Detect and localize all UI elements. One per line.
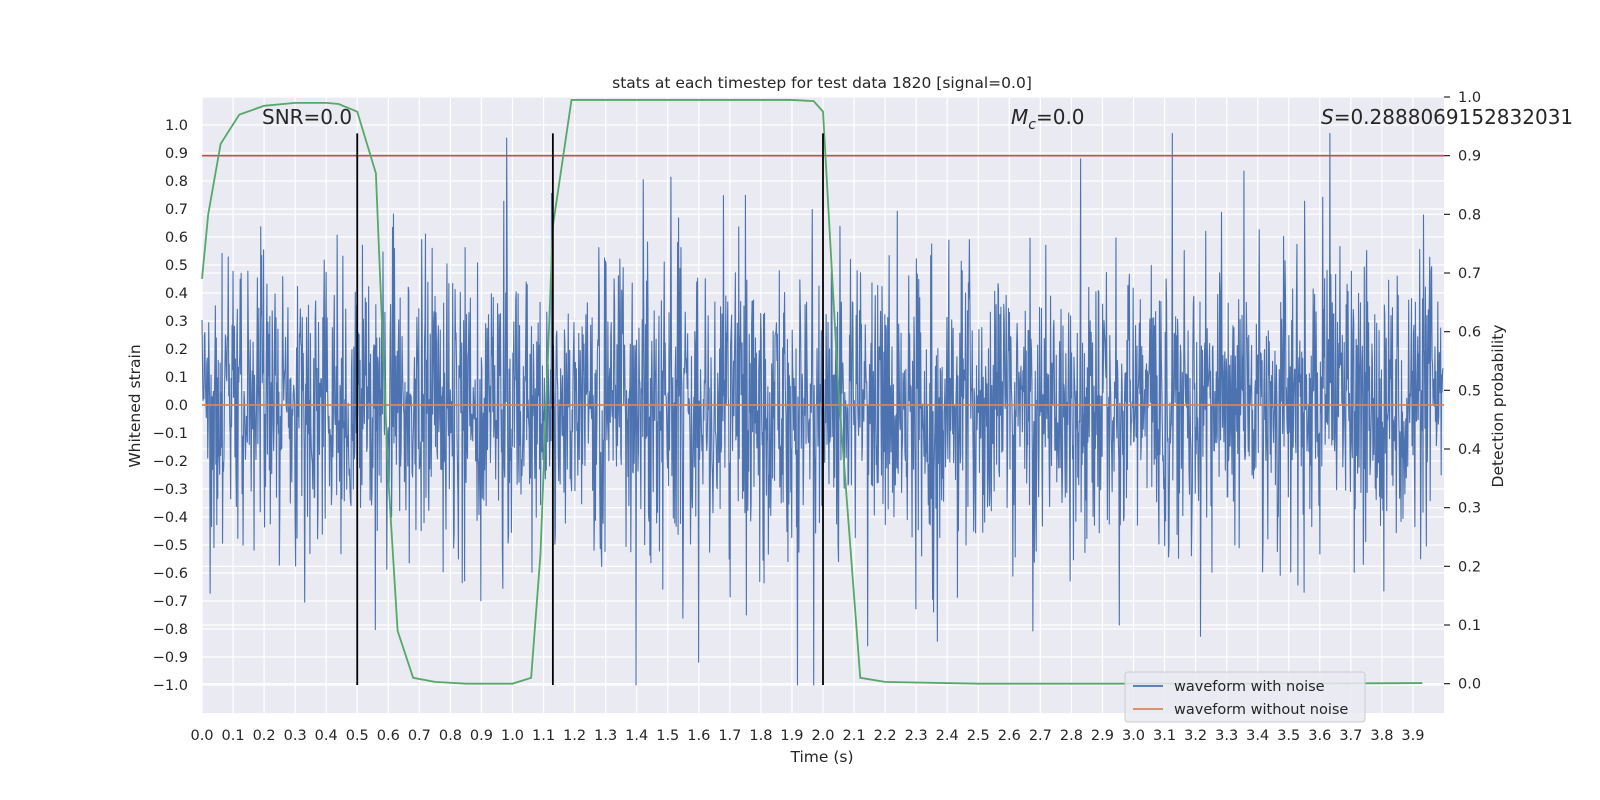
x-tick-label: 2.0: [811, 728, 834, 744]
x-tick-label: 3.9: [1401, 728, 1424, 744]
y2-axis-ticks: 1.0 0.9 0.8 0.7 0.6 0.5 0.4 0.3 0.2 0.1 0.0: [1444, 90, 1481, 693]
x-tick-label: 1.9: [780, 728, 803, 744]
x-tick-label: 0.6: [377, 728, 400, 744]
x-tick-label: 3.7: [1339, 728, 1362, 744]
y-tick-label: 0.8: [165, 174, 188, 190]
x-axis-ticks: 0.0 0.1 0.2 0.3 0.4 0.5 0.6 0.7 0.8 0.9 1.0 1.1 1.2 1…: [190, 728, 1424, 744]
y-tick-label: 0.6: [165, 230, 188, 246]
x-tick-label: 3.0: [1122, 728, 1145, 744]
chirp-mass-subscript: c: [1028, 117, 1036, 133]
y-tick-label: −0.6: [153, 566, 188, 582]
x-tick-label: 2.6: [998, 728, 1021, 744]
y2-tick-label: 0.7: [1458, 266, 1481, 282]
detection-probability-line: [201, 99, 1423, 685]
y-axis-ticks: 1.0 0.9 0.8 0.7 0.6 0.5 0.4 0.3 0.2 0.1 0.0 −0.1 −0.…: [153, 118, 188, 694]
legend-label-noise: waveform with noise: [1174, 679, 1325, 695]
x-tick-label: 0.8: [439, 728, 462, 744]
y-tick-label: 0.4: [165, 286, 188, 302]
y-tick-label: 0.2: [165, 342, 188, 358]
x-tick-label: 0.7: [408, 728, 431, 744]
y2-tick-label: 0.8: [1458, 207, 1481, 223]
y2-axis-label: Detection probability: [1489, 325, 1507, 488]
marker-lines: [356, 133, 824, 685]
x-tick-label: 3.8: [1370, 728, 1393, 744]
x-tick-label: 0.2: [253, 728, 276, 744]
x-tick-label: 3.1: [1153, 728, 1176, 744]
chirp-mass-symbol: M: [1011, 105, 1028, 129]
y-tick-label: −0.8: [153, 622, 188, 638]
x-tick-label: 0.0: [190, 728, 213, 744]
y-tick-label: −0.4: [153, 510, 188, 526]
x-tick-label: 1.3: [594, 728, 617, 744]
x-tick-label: 1.5: [656, 728, 679, 744]
x-tick-label: 2.9: [1091, 728, 1114, 744]
y-tick-label: −0.3: [153, 482, 188, 498]
y2-tick-label: 0.3: [1458, 501, 1481, 517]
x-tick-label: 3.2: [1184, 728, 1207, 744]
y-tick-label: 0.5: [165, 258, 188, 274]
snr-stat-annotation: S=0.2888069152832031: [1321, 105, 1573, 129]
y-tick-label: −0.7: [153, 594, 188, 610]
y2-tick-label: 0.9: [1458, 149, 1481, 165]
y-tick-label: 1.0: [165, 118, 188, 134]
y-tick-label: 0.1: [165, 370, 188, 386]
x-tick-label: 2.5: [967, 728, 990, 744]
x-tick-label: 1.2: [563, 728, 586, 744]
chirp-mass-value: =0.0: [1036, 105, 1085, 129]
x-tick-label: 3.3: [1215, 728, 1238, 744]
x-tick-label: 1.7: [718, 728, 741, 744]
x-tick-label: 2.4: [936, 728, 959, 744]
y-tick-label: 0.3: [165, 314, 188, 330]
legend-label-clean: waveform without noise: [1174, 702, 1348, 718]
y2-tick-label: 0.5: [1458, 383, 1481, 399]
y2-tick-label: 0.6: [1458, 325, 1481, 341]
y-axis-label: Whitened strain: [126, 344, 144, 467]
x-tick-label: 2.1: [843, 728, 866, 744]
legend-box: [1124, 671, 1366, 723]
y2-tick-label: 1.0: [1458, 90, 1481, 106]
x-tick-label: 2.7: [1029, 728, 1052, 744]
x-tick-label: 2.2: [874, 728, 897, 744]
y-tick-label: −0.5: [153, 538, 188, 554]
y-tick-label: −1.0: [153, 678, 188, 694]
x-tick-label: 0.9: [470, 728, 493, 744]
x-tick-label: 3.6: [1308, 728, 1331, 744]
x-tick-label: 2.3: [905, 728, 928, 744]
y2-tick-label: 0.1: [1458, 618, 1481, 634]
y-tick-label: −0.1: [153, 426, 188, 442]
x-tick-label: 0.3: [284, 728, 307, 744]
y-tick-label: 0.9: [165, 146, 188, 162]
x-tick-label: 0.4: [315, 728, 338, 744]
x-tick-label: 1.4: [625, 728, 648, 744]
y-tick-label: 0.0: [165, 398, 188, 414]
x-tick-label: 3.5: [1277, 728, 1300, 744]
y2-tick-label: 0.2: [1458, 559, 1481, 575]
y-tick-label: −0.9: [153, 650, 188, 666]
stat-value: =0.2888069152832031: [1334, 105, 1573, 129]
snr-annotation: SNR=0.0: [262, 105, 352, 129]
x-axis-label: Time (s): [789, 748, 853, 766]
y2-tick-label: 0.4: [1458, 442, 1481, 458]
x-tick-label: 1.8: [749, 728, 772, 744]
x-tick-label: 0.1: [222, 728, 245, 744]
legend: waveform with noise waveform without noi…: [1124, 671, 1366, 723]
x-tick-label: 1.0: [501, 728, 524, 744]
x-tick-label: 3.4: [1246, 728, 1269, 744]
y2-tick-label: 0.0: [1458, 677, 1481, 693]
y-tick-label: −0.2: [153, 454, 188, 470]
chirp-mass-annotation: Mc=0.0: [1011, 105, 1085, 133]
x-tick-label: 1.6: [687, 728, 710, 744]
y-tick-label: 0.7: [165, 202, 188, 218]
stat-symbol: S: [1321, 105, 1334, 129]
x-tick-label: 0.5: [346, 728, 369, 744]
x-tick-label: 1.1: [532, 728, 555, 744]
x-tick-label: 2.8: [1060, 728, 1083, 744]
chart-title: stats at each timestep for test data 182…: [612, 74, 1032, 92]
